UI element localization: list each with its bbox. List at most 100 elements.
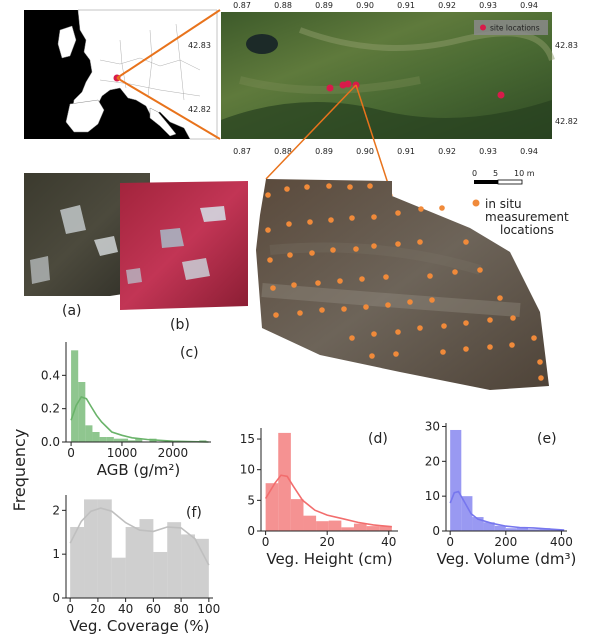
height-hist-bar (290, 499, 304, 531)
in-situ-point (417, 239, 423, 245)
volume-hist-bar (539, 528, 551, 531)
map-top-tick-label: 0.87 (233, 1, 251, 10)
volume-hist-bar (494, 525, 506, 531)
country-borders (99, 23, 201, 101)
height-hist-kde-line (264, 474, 392, 528)
in-situ-point (353, 246, 359, 252)
coverage-hist-bar (194, 538, 209, 598)
in-situ-point (463, 346, 469, 352)
europe-locator-map (24, 9, 218, 140)
volume-hist-kde-line (449, 490, 565, 531)
in-situ-point (297, 310, 303, 316)
ortho-connectors (265, 84, 393, 197)
panel-c-label: (c) (180, 345, 199, 361)
in-situ-point (417, 325, 423, 331)
coverage-hist-bar (125, 526, 140, 598)
in-situ-point (328, 217, 334, 223)
in-situ-point (284, 186, 290, 192)
in-situ-point (341, 306, 347, 312)
map-connectors (116, 9, 221, 140)
in-situ-point (286, 221, 292, 227)
in-situ-point (359, 276, 365, 282)
coverage-hist-x-tick-label: 20 (90, 602, 105, 616)
map-legend-label: site locations (490, 24, 540, 33)
map-bottom-tick-label: 0.88 (274, 147, 292, 156)
agb-hist-bar (113, 438, 121, 442)
histogram-veg-height: (d) 0 20 40 0 5 10 15 Veg. Height (cm) (240, 428, 398, 568)
in-situ-point (395, 329, 401, 335)
height-hist-y-tick-label: 15 (240, 432, 255, 446)
site-marker (497, 91, 505, 99)
height-hist-y-tick-label: 0 (247, 524, 255, 538)
agb-hist-bar (99, 437, 107, 442)
shared-y-label-frequency: Frequency (10, 429, 29, 512)
volume-hist-bar (461, 496, 473, 531)
coverage-hist-x-tick-label: 60 (146, 602, 161, 616)
map-bottom-tick-labels: 0.87 0.88 0.89 0.90 0.91 0.92 0.93 0.94 (233, 147, 538, 156)
agb-hist-x-label: AGB (g/m²) (97, 461, 181, 479)
in-situ-point (265, 227, 271, 233)
in-situ-point (418, 206, 424, 212)
in-situ-point (440, 349, 446, 355)
coverage-hist-x-tick-label: 0 (66, 602, 74, 616)
map-top-tick-label: 0.93 (479, 1, 497, 10)
panel-f-label: (f) (186, 505, 202, 521)
scale-label-5: 5 (493, 169, 498, 178)
in-situ-legend-marker (472, 199, 480, 207)
in-situ-point (452, 269, 458, 275)
coverage-hist-bar (111, 557, 126, 598)
in-situ-point (371, 243, 377, 249)
height-hist-x-label: Veg. Height (cm) (266, 550, 392, 568)
in-situ-point (487, 344, 493, 350)
coverage-hist-bar (97, 499, 112, 598)
coverage-hist-bar (167, 522, 182, 598)
uk-land (57, 25, 77, 59)
map-top-tick-label: 0.90 (356, 1, 374, 10)
in-situ-point (538, 375, 544, 381)
panel-d-label: (d) (368, 431, 388, 447)
in-situ-point (267, 257, 273, 263)
height-hist-bar (379, 526, 392, 531)
coverage-hist-x-label: Veg. Coverage (%) (70, 617, 210, 635)
in-situ-point (385, 302, 391, 308)
agb-hist-kde-line (70, 396, 209, 443)
map-left-tick-42-83: 42.83 (188, 41, 211, 50)
in-situ-legend-line-2: measurement (485, 210, 569, 224)
orthomosaic: 0 5 10 m in situ measurement locations (256, 169, 569, 390)
agb-hist-x-tick-label: 0 (67, 446, 75, 460)
histogram-veg-coverage: (f) 0 20 40 60 80 100 0 1 2 Veg. Coverage (%) (52, 495, 220, 635)
in-situ-point (330, 247, 336, 253)
in-situ-point (337, 278, 343, 284)
in-situ-point (383, 274, 389, 280)
site-marker (344, 80, 352, 88)
in-situ-point (291, 282, 297, 288)
height-hist-x-tick-label: 0 (262, 535, 270, 549)
in-situ-point (497, 295, 503, 301)
coverage-hist-bar (153, 551, 168, 598)
agb-hist-y-tick-label: 0.4 (41, 368, 60, 382)
in-situ-point (441, 323, 447, 329)
in-situ-point (429, 297, 435, 303)
in-situ-point (349, 335, 355, 341)
panel-a-rgb-image: (a) (24, 173, 150, 319)
in-situ-point (510, 315, 516, 321)
agb-hist-bar (85, 425, 93, 442)
volume-hist-y-tick-label: 0 (432, 524, 440, 538)
in-situ-points (265, 183, 544, 381)
in-situ-point (371, 331, 377, 337)
scale-bar: 0 5 10 m (472, 169, 535, 185)
map-left-tick-42-82: 42.82 (188, 105, 211, 114)
map-top-tick-label: 0.91 (397, 1, 415, 10)
agb-hist-bar (92, 432, 100, 442)
in-situ-point (309, 250, 315, 256)
coverage-hist-y-tick-label: 0 (52, 591, 60, 605)
map-top-tick-label: 0.94 (520, 1, 538, 10)
europe-land (71, 9, 218, 140)
in-situ-point (487, 317, 493, 323)
volume-hist-x-label: Veg. Volume (dm³) (437, 550, 577, 568)
in-situ-point (363, 304, 369, 310)
map-bottom-tick-label: 0.94 (520, 147, 538, 156)
histogram-veg-volume: (e) 0 200 400 0 10 20 30 Veg. Volume (dm³) (425, 419, 577, 568)
volume-hist-bar (450, 429, 462, 531)
map-right-tick-42-82: 42.82 (555, 117, 578, 126)
